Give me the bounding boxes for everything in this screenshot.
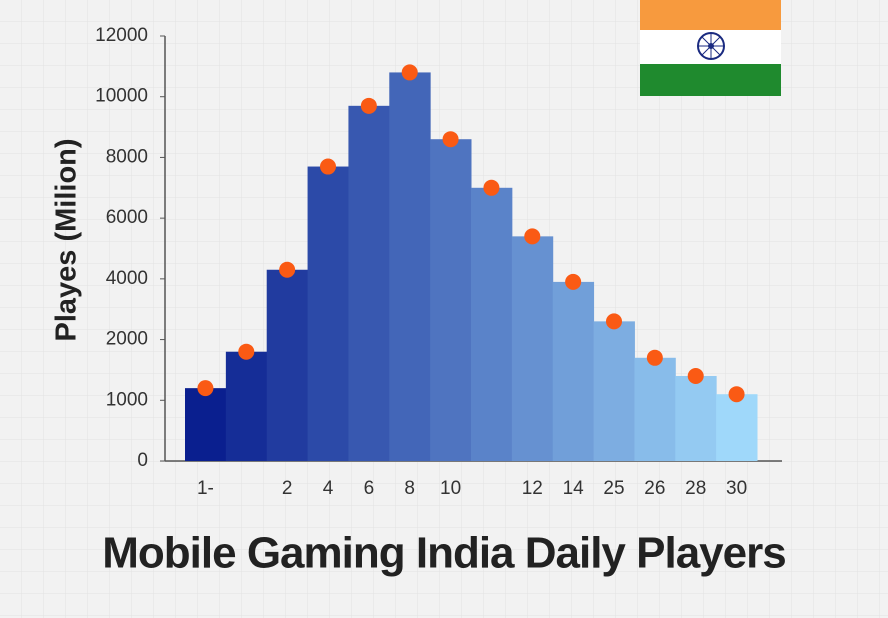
- bar: [430, 139, 472, 461]
- bar: [266, 269, 309, 461]
- x-tick-label: 25: [603, 478, 624, 499]
- y-tick-label: 4000: [106, 268, 148, 289]
- bar: [389, 72, 431, 461]
- x-tick-label: 2: [282, 478, 293, 499]
- data-point: [320, 158, 336, 175]
- bar: [307, 166, 349, 462]
- x-tick-label: 1-: [197, 478, 214, 499]
- data-point: [728, 386, 745, 403]
- x-tick-label: 28: [685, 478, 706, 499]
- x-tick-label: 4: [323, 478, 334, 499]
- x-tick-label: 10: [440, 478, 461, 499]
- data-point: [360, 97, 377, 114]
- x-tick-label: 14: [563, 478, 585, 499]
- bar: [348, 105, 390, 462]
- chart-title: Mobile Gaming India Daily Players: [102, 529, 785, 578]
- data-point: [401, 64, 418, 81]
- bar: [716, 394, 758, 461]
- bar: [471, 187, 513, 462]
- data-point: [279, 261, 296, 278]
- y-tick-label: 6000: [106, 207, 148, 228]
- x-tick-label: 6: [364, 478, 375, 499]
- india-flag: [640, 0, 781, 96]
- data-point: [646, 349, 663, 366]
- y-tick-label: 10000: [95, 86, 148, 107]
- bar: [552, 281, 595, 461]
- bar: [511, 236, 554, 461]
- data-point: [524, 228, 541, 245]
- y-tick-label: 1000: [106, 389, 148, 410]
- data-point: [606, 313, 622, 330]
- bar: [675, 376, 717, 461]
- bar: [185, 388, 227, 461]
- bar: [225, 351, 268, 461]
- data-point: [687, 368, 704, 384]
- y-axis-title: Playes (Milion): [51, 138, 83, 341]
- bar: [634, 357, 676, 461]
- x-tick-label: 8: [404, 478, 415, 499]
- y-tick-label: 12000: [95, 25, 148, 46]
- data-point: [238, 343, 255, 360]
- data-point: [442, 131, 459, 148]
- x-tick-label: 26: [644, 478, 665, 499]
- y-tick-label: 0: [137, 450, 148, 471]
- y-tick-label: 8000: [106, 146, 148, 167]
- data-point: [565, 273, 582, 290]
- data-point: [197, 380, 214, 397]
- y-tick-label: 2000: [106, 329, 148, 350]
- x-tick-label: 30: [726, 478, 747, 499]
- x-tick-label: 12: [522, 478, 543, 499]
- data-point: [483, 179, 500, 196]
- bar: [593, 321, 635, 461]
